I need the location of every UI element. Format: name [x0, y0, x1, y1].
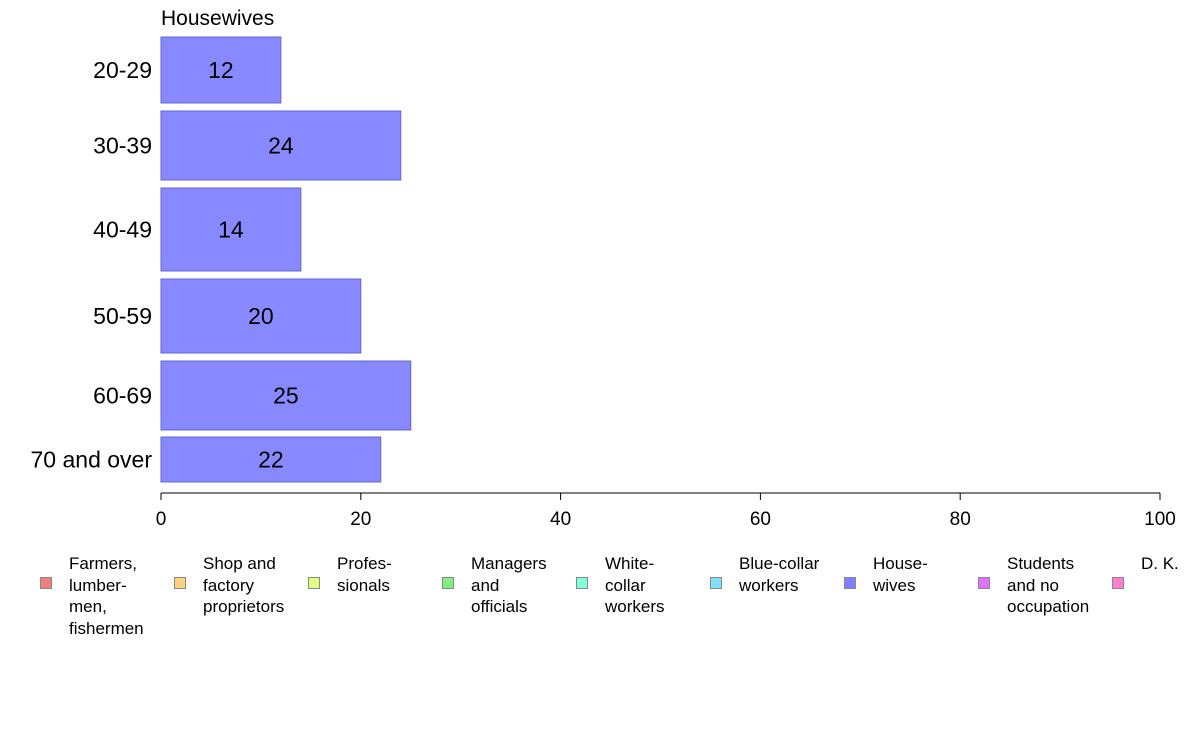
legend-swatch [308, 577, 320, 589]
data-label: 14 [218, 217, 244, 243]
category-label: 70 and over [31, 447, 153, 473]
category-label: 30-39 [93, 133, 152, 159]
bar [160, 36, 282, 104]
data-label: 25 [273, 383, 299, 409]
x-tick-label: 80 [950, 509, 971, 530]
bar [160, 278, 362, 354]
legend-label: House- wives [873, 554, 928, 595]
bars-group: 12 20-29 24 30-39 14 40-49 20 50-59 25 60-69 22 70 … [31, 36, 412, 483]
bar [160, 360, 412, 431]
bar [160, 436, 382, 483]
x-tick-label: 60 [750, 509, 771, 530]
category-label: 50-59 [93, 303, 152, 329]
legend: Farmers, lumber- men, fishermen Shop and… [40, 544, 1188, 638]
legend-label: Farmers, lumber- men, fishermen [69, 554, 144, 638]
legend-swatch [844, 577, 856, 589]
legend-label: Students and no occupation [1007, 554, 1090, 616]
data-label: 22 [258, 447, 284, 473]
category-label: 20-29 [93, 57, 152, 83]
legend-swatch [40, 577, 52, 589]
x-tick-label: 20 [350, 509, 371, 530]
data-label: 24 [268, 133, 294, 159]
legend-label: Blue-collar workers [739, 554, 820, 595]
legend-label: Shop and factory proprietors [203, 554, 285, 616]
bar [160, 187, 302, 272]
bar [160, 110, 402, 181]
legend-label: White- collar workers [605, 554, 665, 616]
x-tick-label: 0 [156, 509, 167, 530]
data-label: 20 [248, 303, 274, 329]
legend-label: Managers and officials [471, 554, 547, 616]
bar-chart: Housewives 12 20-29 24 30-39 14 40-49 20 50-59 2… [31, 7, 1176, 530]
x-axis: 0 20 40 60 80 100 [156, 492, 1176, 530]
x-tick-label: 40 [550, 509, 571, 530]
legend-swatch [1112, 577, 1124, 589]
legend-swatch [174, 577, 186, 589]
legend-label: D. K. [1141, 554, 1179, 573]
legend-swatch [442, 577, 454, 589]
category-label: 60-69 [93, 383, 152, 409]
category-label: 40-49 [93, 217, 152, 243]
legend-swatch [576, 577, 588, 589]
chart-title: Housewives [161, 7, 274, 30]
legend-label: Profes- sionals [337, 554, 392, 595]
data-label: 12 [208, 57, 234, 83]
legend-swatch [710, 577, 722, 589]
x-tick-label: 100 [1144, 509, 1176, 530]
legend-swatch [978, 577, 990, 589]
